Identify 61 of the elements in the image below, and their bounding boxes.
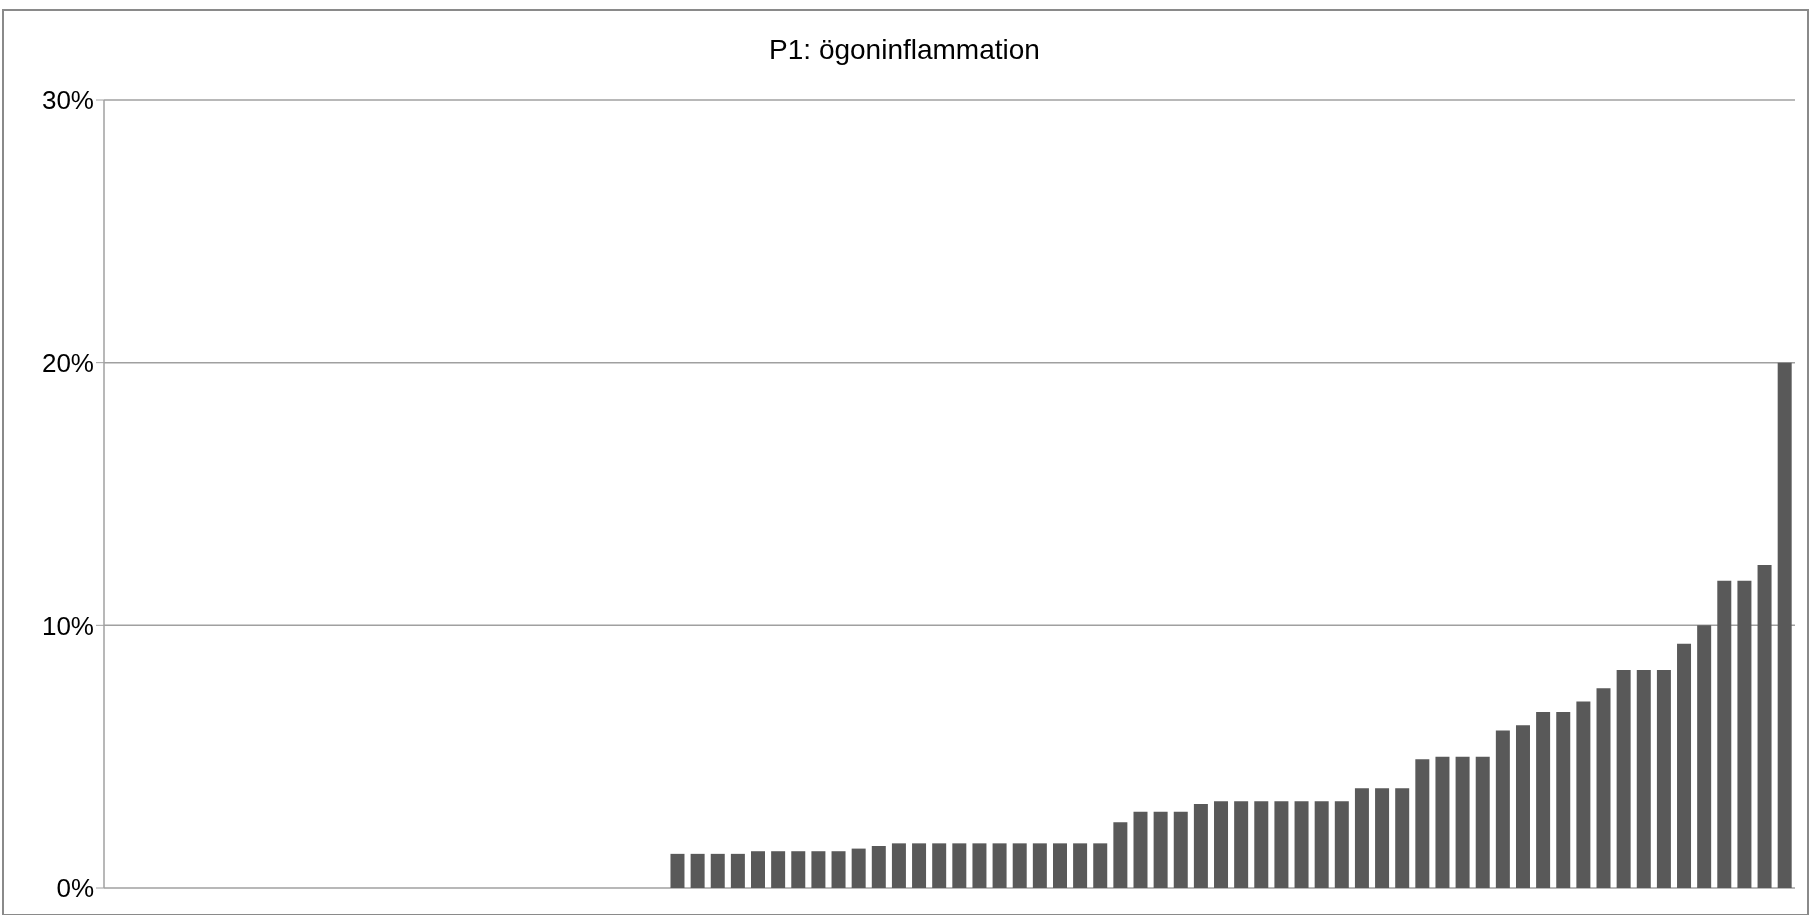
bar bbox=[1495, 730, 1510, 888]
chart-title: P1: ögoninflammation bbox=[768, 34, 1041, 66]
bar bbox=[1435, 756, 1450, 888]
bar bbox=[1234, 801, 1249, 888]
bar bbox=[1717, 580, 1732, 888]
bar bbox=[1697, 625, 1712, 888]
bar bbox=[1214, 801, 1229, 888]
bar bbox=[1556, 712, 1571, 888]
bar bbox=[1113, 822, 1128, 888]
bar bbox=[1294, 801, 1309, 888]
bar bbox=[1354, 788, 1369, 888]
bar bbox=[1475, 756, 1490, 888]
y-tick-label: 30% bbox=[41, 85, 94, 116]
bar bbox=[811, 851, 826, 888]
y-tick-label: 0% bbox=[56, 873, 94, 904]
bar bbox=[952, 843, 967, 888]
bar bbox=[1052, 843, 1067, 888]
bar bbox=[1656, 669, 1671, 888]
bar bbox=[891, 843, 906, 888]
bar bbox=[1636, 669, 1651, 888]
bar bbox=[1616, 669, 1631, 888]
bar bbox=[710, 853, 725, 888]
bar bbox=[1073, 843, 1088, 888]
bar bbox=[1395, 788, 1410, 888]
bar bbox=[992, 843, 1007, 888]
bar bbox=[1515, 725, 1530, 888]
bar bbox=[831, 851, 846, 888]
bar bbox=[1777, 362, 1792, 888]
y-tick-label: 10% bbox=[41, 610, 94, 641]
bar bbox=[1153, 811, 1168, 888]
bar bbox=[1173, 811, 1188, 888]
bar bbox=[1032, 843, 1047, 888]
bar bbox=[791, 851, 806, 888]
bar bbox=[1093, 843, 1108, 888]
bar bbox=[851, 848, 866, 888]
bar bbox=[1012, 843, 1027, 888]
bar bbox=[690, 853, 705, 888]
bar bbox=[871, 845, 886, 888]
bar bbox=[1596, 688, 1611, 888]
bar bbox=[1334, 801, 1349, 888]
bar bbox=[730, 853, 745, 888]
bar bbox=[1254, 801, 1269, 888]
bar bbox=[751, 851, 766, 888]
bar bbox=[912, 843, 927, 888]
bar bbox=[1536, 712, 1551, 888]
bar bbox=[1314, 801, 1329, 888]
y-tick-label: 20% bbox=[41, 347, 94, 378]
bar bbox=[932, 843, 947, 888]
bar bbox=[972, 843, 987, 888]
bar bbox=[1757, 564, 1772, 888]
bar bbox=[1133, 811, 1148, 888]
bar bbox=[670, 853, 685, 888]
bar bbox=[1415, 759, 1430, 888]
bar bbox=[1274, 801, 1289, 888]
bar bbox=[1375, 788, 1390, 888]
bar bbox=[1193, 803, 1208, 888]
bar bbox=[1455, 756, 1470, 888]
bar bbox=[771, 851, 786, 888]
bar bbox=[1677, 643, 1692, 888]
bar bbox=[1737, 580, 1752, 888]
bar bbox=[1576, 701, 1591, 888]
